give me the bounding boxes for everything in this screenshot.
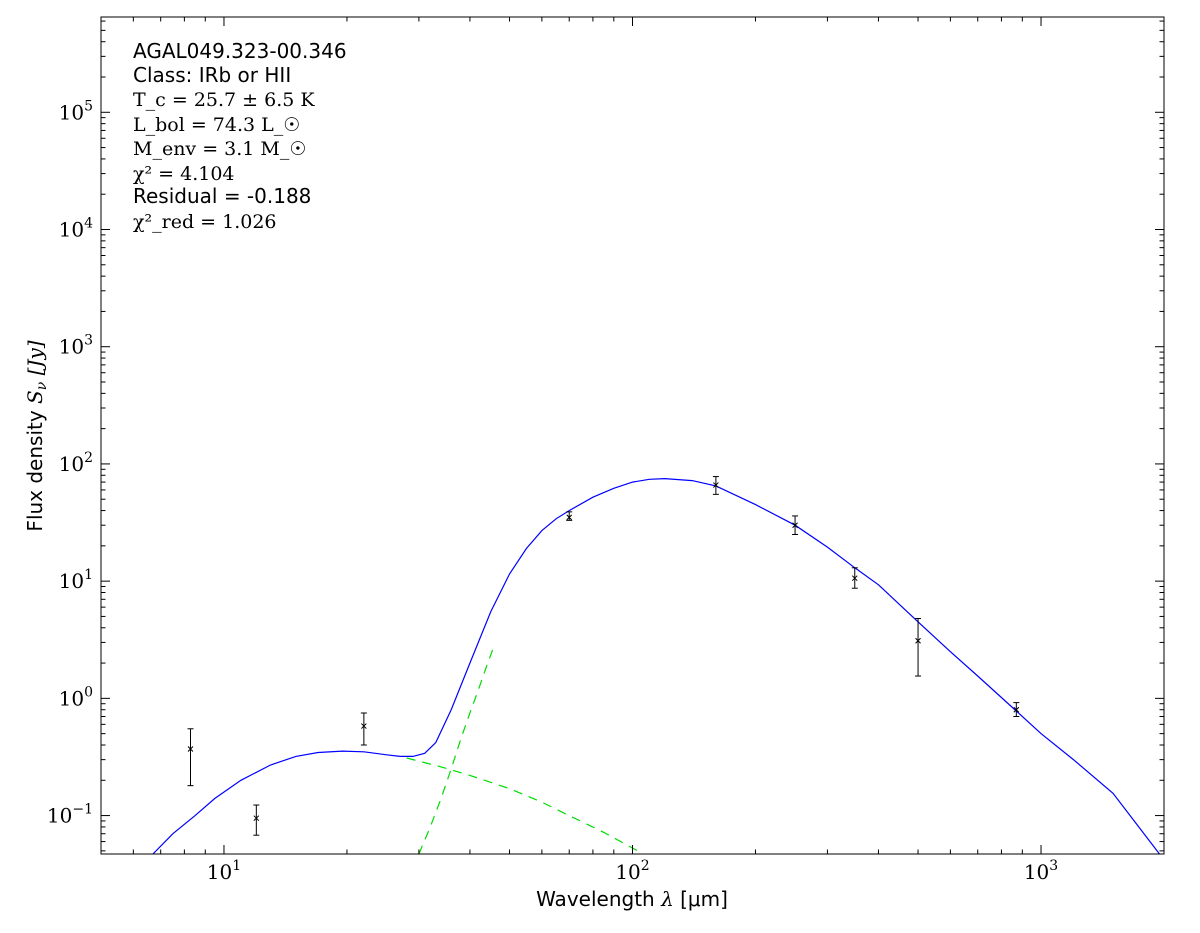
dashed-model-component-3 (418, 643, 496, 854)
y-tick-label: 103 (59, 333, 93, 359)
y-tick-label: 104 (59, 215, 93, 241)
data-point (253, 804, 260, 836)
data-marker (361, 723, 367, 729)
data-point (360, 712, 367, 746)
data-marker (851, 575, 858, 582)
data-marker (792, 522, 798, 529)
annotation-chi2: χ² = 4.104 (133, 163, 235, 185)
annotation-residual: Residual = -0.188 (133, 184, 311, 208)
annotation-tc: T_c = 25.7 ± 6.5 K (133, 89, 315, 111)
data-point (1013, 702, 1020, 718)
data-point (187, 728, 194, 787)
dashed-model-component-2 (406, 757, 638, 852)
data-point (566, 511, 573, 521)
data-point (792, 515, 799, 535)
data-marker (713, 482, 719, 488)
y-tick-label: 10−1 (47, 802, 93, 828)
annotation-class: Class: IRb or HII (133, 63, 291, 87)
x-tick-label: 103 (1024, 858, 1058, 884)
annotation-chi2red: χ²_red = 1.026 (133, 211, 277, 233)
annotation-menv: M_env = 3.1 M_☉ (133, 138, 306, 160)
data-marker (1013, 706, 1020, 713)
annotation-lbol: L_bol = 74.3 L_☉ (133, 114, 300, 136)
y-tick-label: 105 (59, 98, 93, 124)
annotation-source: AGAL049.323-00.346 (133, 39, 347, 63)
x-tick-label: 102 (615, 858, 649, 884)
data-marker (187, 746, 194, 752)
data-marker (253, 815, 260, 822)
y-tick-label: 101 (59, 567, 93, 593)
data-point (712, 476, 719, 495)
y-axis-label: Flux density Sν [Jy] (23, 340, 50, 531)
y-tick-label: 100 (59, 684, 93, 710)
data-marker (915, 637, 921, 644)
x-axis-label: Wavelength λ [μm] (536, 887, 728, 911)
data-point (851, 567, 858, 589)
x-tick-label: 101 (207, 858, 241, 884)
annotation-block: AGAL049.323-00.346 Class: IRb or HII T_c… (133, 39, 347, 233)
data-marker (566, 514, 573, 521)
ticks-layer: 101 102 103 10−1 100 101 102 103 104 105 (47, 17, 1165, 884)
data-point (915, 618, 922, 677)
y-tick-label: 102 (59, 450, 93, 476)
points-layer (187, 476, 1020, 836)
